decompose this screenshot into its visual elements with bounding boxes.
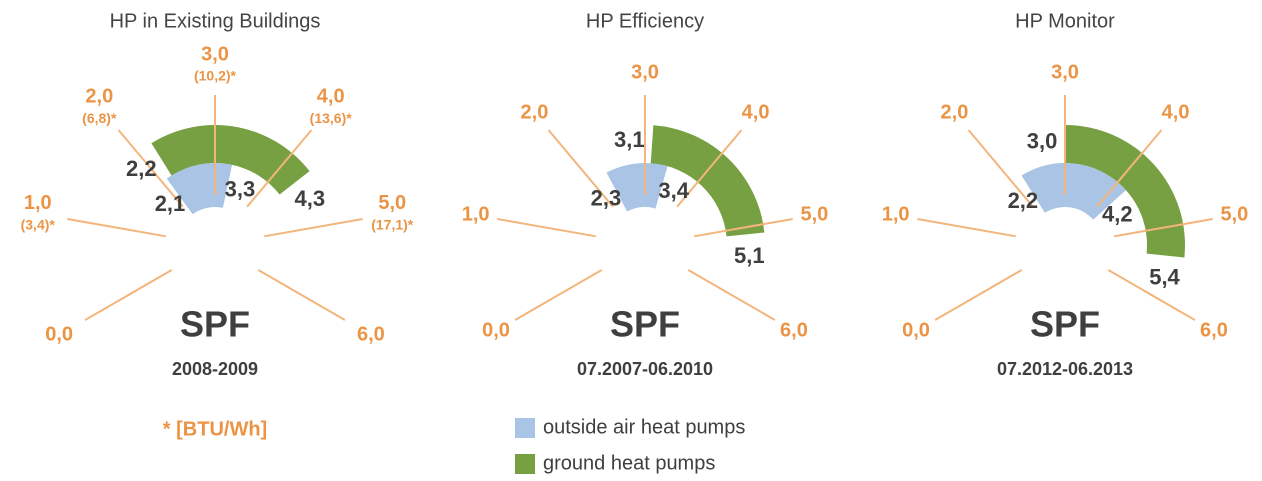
value-label: 3,3 xyxy=(225,176,256,201)
tick-label: 6,0 xyxy=(1200,319,1228,341)
tick-line xyxy=(1096,129,1163,208)
tick-line xyxy=(1114,217,1213,238)
tick-line xyxy=(694,217,793,238)
tick-label: 3,0 xyxy=(201,43,229,65)
tick-line xyxy=(967,129,1034,208)
tick-label: 3,0 xyxy=(1051,61,1079,83)
tick-line xyxy=(257,269,346,321)
value-label: 4,3 xyxy=(295,186,326,211)
tick-label: 3,0 xyxy=(631,61,659,83)
tick-note: (13,6)* xyxy=(310,110,353,126)
value-label: 4,2 xyxy=(1102,201,1133,226)
tick-label: 4,0 xyxy=(317,85,345,107)
tick-label: 6,0 xyxy=(780,319,808,341)
tick-label: 2,0 xyxy=(521,102,549,124)
tick-note: (3,4)* xyxy=(21,216,56,232)
tick-label: 4,0 xyxy=(742,102,770,124)
tick-line xyxy=(117,129,184,208)
chart-title: HP Monitor xyxy=(1015,10,1115,32)
tick-line xyxy=(676,129,743,208)
gauge-band xyxy=(650,125,765,237)
gauge-subtitle: SPF xyxy=(1030,304,1100,345)
tick-label: 5,0 xyxy=(1220,203,1248,225)
chart-title: HP in Existing Buildings xyxy=(110,10,321,32)
tick-line xyxy=(84,269,173,321)
legend-swatch xyxy=(515,454,535,474)
tick-line xyxy=(246,129,313,208)
value-label: 2,2 xyxy=(126,156,157,181)
gauge-band xyxy=(606,163,668,212)
tick-label: 1,0 xyxy=(24,192,52,214)
gauge-subtitle: SPF xyxy=(610,304,680,345)
value-label: 3,0 xyxy=(1027,128,1058,153)
gauge-band xyxy=(1021,163,1126,220)
tick-line xyxy=(934,269,1023,321)
tick-line xyxy=(547,129,614,208)
value-label: 2,2 xyxy=(1008,188,1039,213)
legend-label: outside air heat pumps xyxy=(543,416,745,438)
tick-label: 0,0 xyxy=(45,323,73,345)
gauge-band xyxy=(151,124,310,195)
tick-label: 2,0 xyxy=(85,85,113,107)
value-label: 3,1 xyxy=(614,127,645,152)
gauge-period: 2008-2009 xyxy=(172,359,258,379)
tick-line xyxy=(917,217,1016,238)
value-label: 3,4 xyxy=(658,178,689,203)
tick-note: (6,8)* xyxy=(82,110,117,126)
tick-label: 1,0 xyxy=(462,203,490,225)
tick-note: (17,1)* xyxy=(371,216,414,232)
gauge-band xyxy=(1065,125,1186,258)
tick-line xyxy=(687,269,776,321)
value-label: 2,1 xyxy=(155,191,186,216)
value-label: 5,1 xyxy=(734,243,765,268)
tick-label: 1,0 xyxy=(882,203,910,225)
tick-label: 0,0 xyxy=(902,319,930,341)
gauge-period: 07.2012-06.2013 xyxy=(997,359,1133,379)
tick-label: 5,0 xyxy=(800,203,828,225)
tick-line xyxy=(67,217,166,238)
gauge-period: 07.2007-06.2010 xyxy=(577,359,713,379)
tick-label: 2,0 xyxy=(941,102,969,124)
tick-line xyxy=(264,217,363,238)
tick-label: 5,0 xyxy=(378,192,406,214)
chart-title: HP Efficiency xyxy=(586,10,704,32)
tick-note: (10,2)* xyxy=(194,68,237,84)
legend-label: ground heat pumps xyxy=(543,452,715,474)
tick-line xyxy=(514,269,603,321)
value-label: 5,4 xyxy=(1149,264,1180,289)
gauge-subtitle: SPF xyxy=(180,304,250,345)
tick-line xyxy=(1107,269,1196,321)
tick-label: 4,0 xyxy=(1162,102,1190,124)
tick-label: 0,0 xyxy=(482,319,510,341)
tick-line xyxy=(497,217,596,238)
legend-swatch xyxy=(515,418,535,438)
value-label: 2,3 xyxy=(591,185,622,210)
tick-label: 6,0 xyxy=(357,323,385,345)
footnote: * [BTU/Wh] xyxy=(163,418,267,440)
